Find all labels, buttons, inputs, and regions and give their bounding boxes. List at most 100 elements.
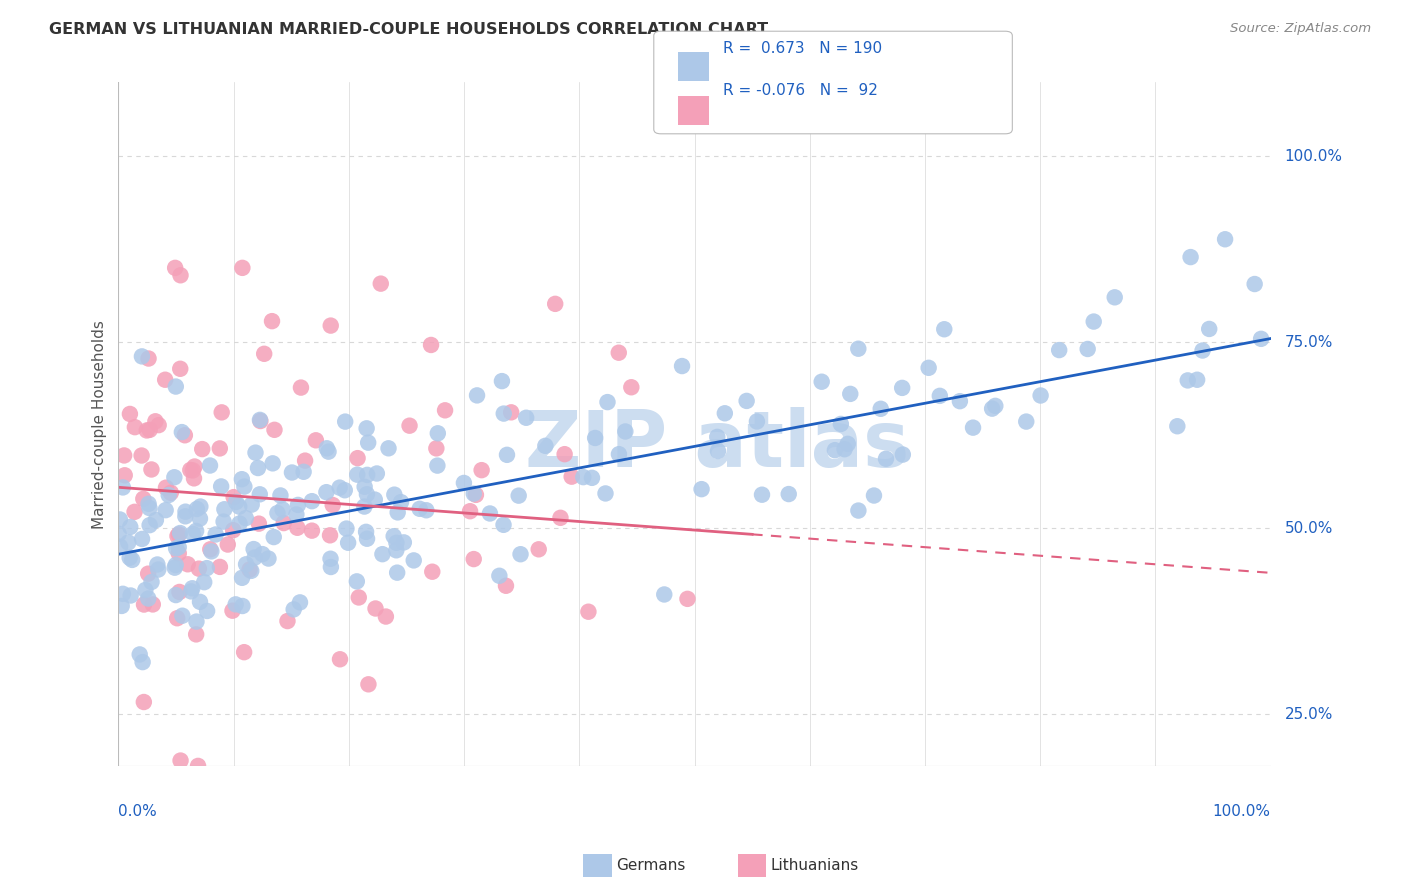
Text: GERMAN VS LITHUANIAN MARRIED-COUPLE HOUSEHOLDS CORRELATION CHART: GERMAN VS LITHUANIAN MARRIED-COUPLE HOUS…: [49, 22, 768, 37]
Point: [131, 350, 153, 364]
Point: [225, 495, 247, 509]
Point: [837, 437, 859, 451]
Point: [347, 591, 370, 605]
Point: [319, 551, 342, 566]
Point: [550, 511, 572, 525]
Point: [607, 345, 630, 359]
Point: [463, 552, 485, 566]
Point: [1029, 388, 1052, 402]
Point: [233, 645, 256, 659]
Point: [583, 431, 606, 445]
Point: [231, 260, 253, 275]
Point: [269, 488, 291, 502]
Point: [146, 558, 169, 572]
Point: [222, 490, 245, 504]
Point: [188, 500, 211, 514]
Point: [707, 444, 730, 458]
Point: [333, 483, 356, 498]
Point: [848, 503, 870, 517]
Point: [607, 447, 630, 461]
Point: [183, 471, 205, 485]
Point: [425, 442, 447, 456]
Point: [191, 442, 214, 456]
Point: [112, 449, 135, 463]
Point: [463, 486, 485, 500]
Point: [148, 418, 170, 433]
Point: [315, 442, 337, 456]
Text: Germans: Germans: [616, 858, 685, 872]
Point: [231, 599, 253, 613]
Point: [141, 462, 163, 476]
Point: [180, 584, 202, 599]
Point: [179, 463, 201, 477]
Point: [305, 434, 328, 448]
Text: 0.0%: 0.0%: [118, 804, 157, 819]
Point: [173, 428, 195, 442]
Point: [488, 568, 510, 582]
Point: [260, 314, 283, 328]
Point: [243, 550, 266, 565]
Point: [714, 406, 737, 420]
Point: [554, 447, 576, 461]
Point: [1191, 343, 1213, 358]
Point: [357, 677, 380, 691]
Point: [409, 501, 432, 516]
Point: [1104, 290, 1126, 304]
Point: [544, 297, 567, 311]
Point: [830, 417, 852, 431]
Point: [458, 504, 481, 518]
Point: [471, 463, 494, 477]
Point: [420, 565, 443, 579]
Point: [148, 563, 170, 577]
Point: [225, 598, 247, 612]
Point: [1015, 415, 1038, 429]
Point: [464, 488, 486, 502]
Point: [157, 488, 180, 502]
Point: [595, 486, 617, 500]
Point: [204, 527, 226, 541]
Point: [169, 361, 191, 376]
Point: [496, 448, 519, 462]
Point: [181, 526, 204, 541]
Point: [676, 591, 699, 606]
Point: [172, 608, 194, 623]
Point: [266, 506, 288, 520]
Point: [214, 502, 236, 516]
Point: [329, 481, 352, 495]
Point: [132, 695, 155, 709]
Point: [1077, 342, 1099, 356]
Point: [257, 551, 280, 566]
Point: [169, 268, 191, 283]
Point: [515, 410, 537, 425]
Text: R = -0.076   N =  92: R = -0.076 N = 92: [723, 84, 877, 98]
Point: [242, 542, 264, 557]
Point: [155, 481, 177, 495]
Point: [114, 468, 136, 483]
Point: [426, 458, 449, 473]
Point: [846, 342, 869, 356]
Point: [1243, 277, 1265, 291]
Point: [181, 581, 204, 595]
Point: [212, 515, 235, 529]
Point: [735, 393, 758, 408]
Point: [329, 652, 352, 666]
Point: [111, 599, 134, 613]
Point: [335, 522, 357, 536]
Point: [875, 451, 897, 466]
Point: [174, 505, 197, 519]
Point: [385, 566, 408, 580]
Point: [387, 505, 409, 519]
Point: [200, 544, 222, 558]
Point: [834, 442, 856, 457]
Point: [136, 591, 159, 606]
Point: [863, 489, 886, 503]
Point: [246, 461, 269, 475]
Point: [138, 351, 160, 366]
Point: [928, 389, 950, 403]
Point: [392, 535, 415, 549]
Point: [346, 451, 368, 466]
Point: [120, 589, 142, 603]
Point: [918, 360, 941, 375]
Point: [356, 467, 378, 482]
Point: [193, 575, 215, 590]
